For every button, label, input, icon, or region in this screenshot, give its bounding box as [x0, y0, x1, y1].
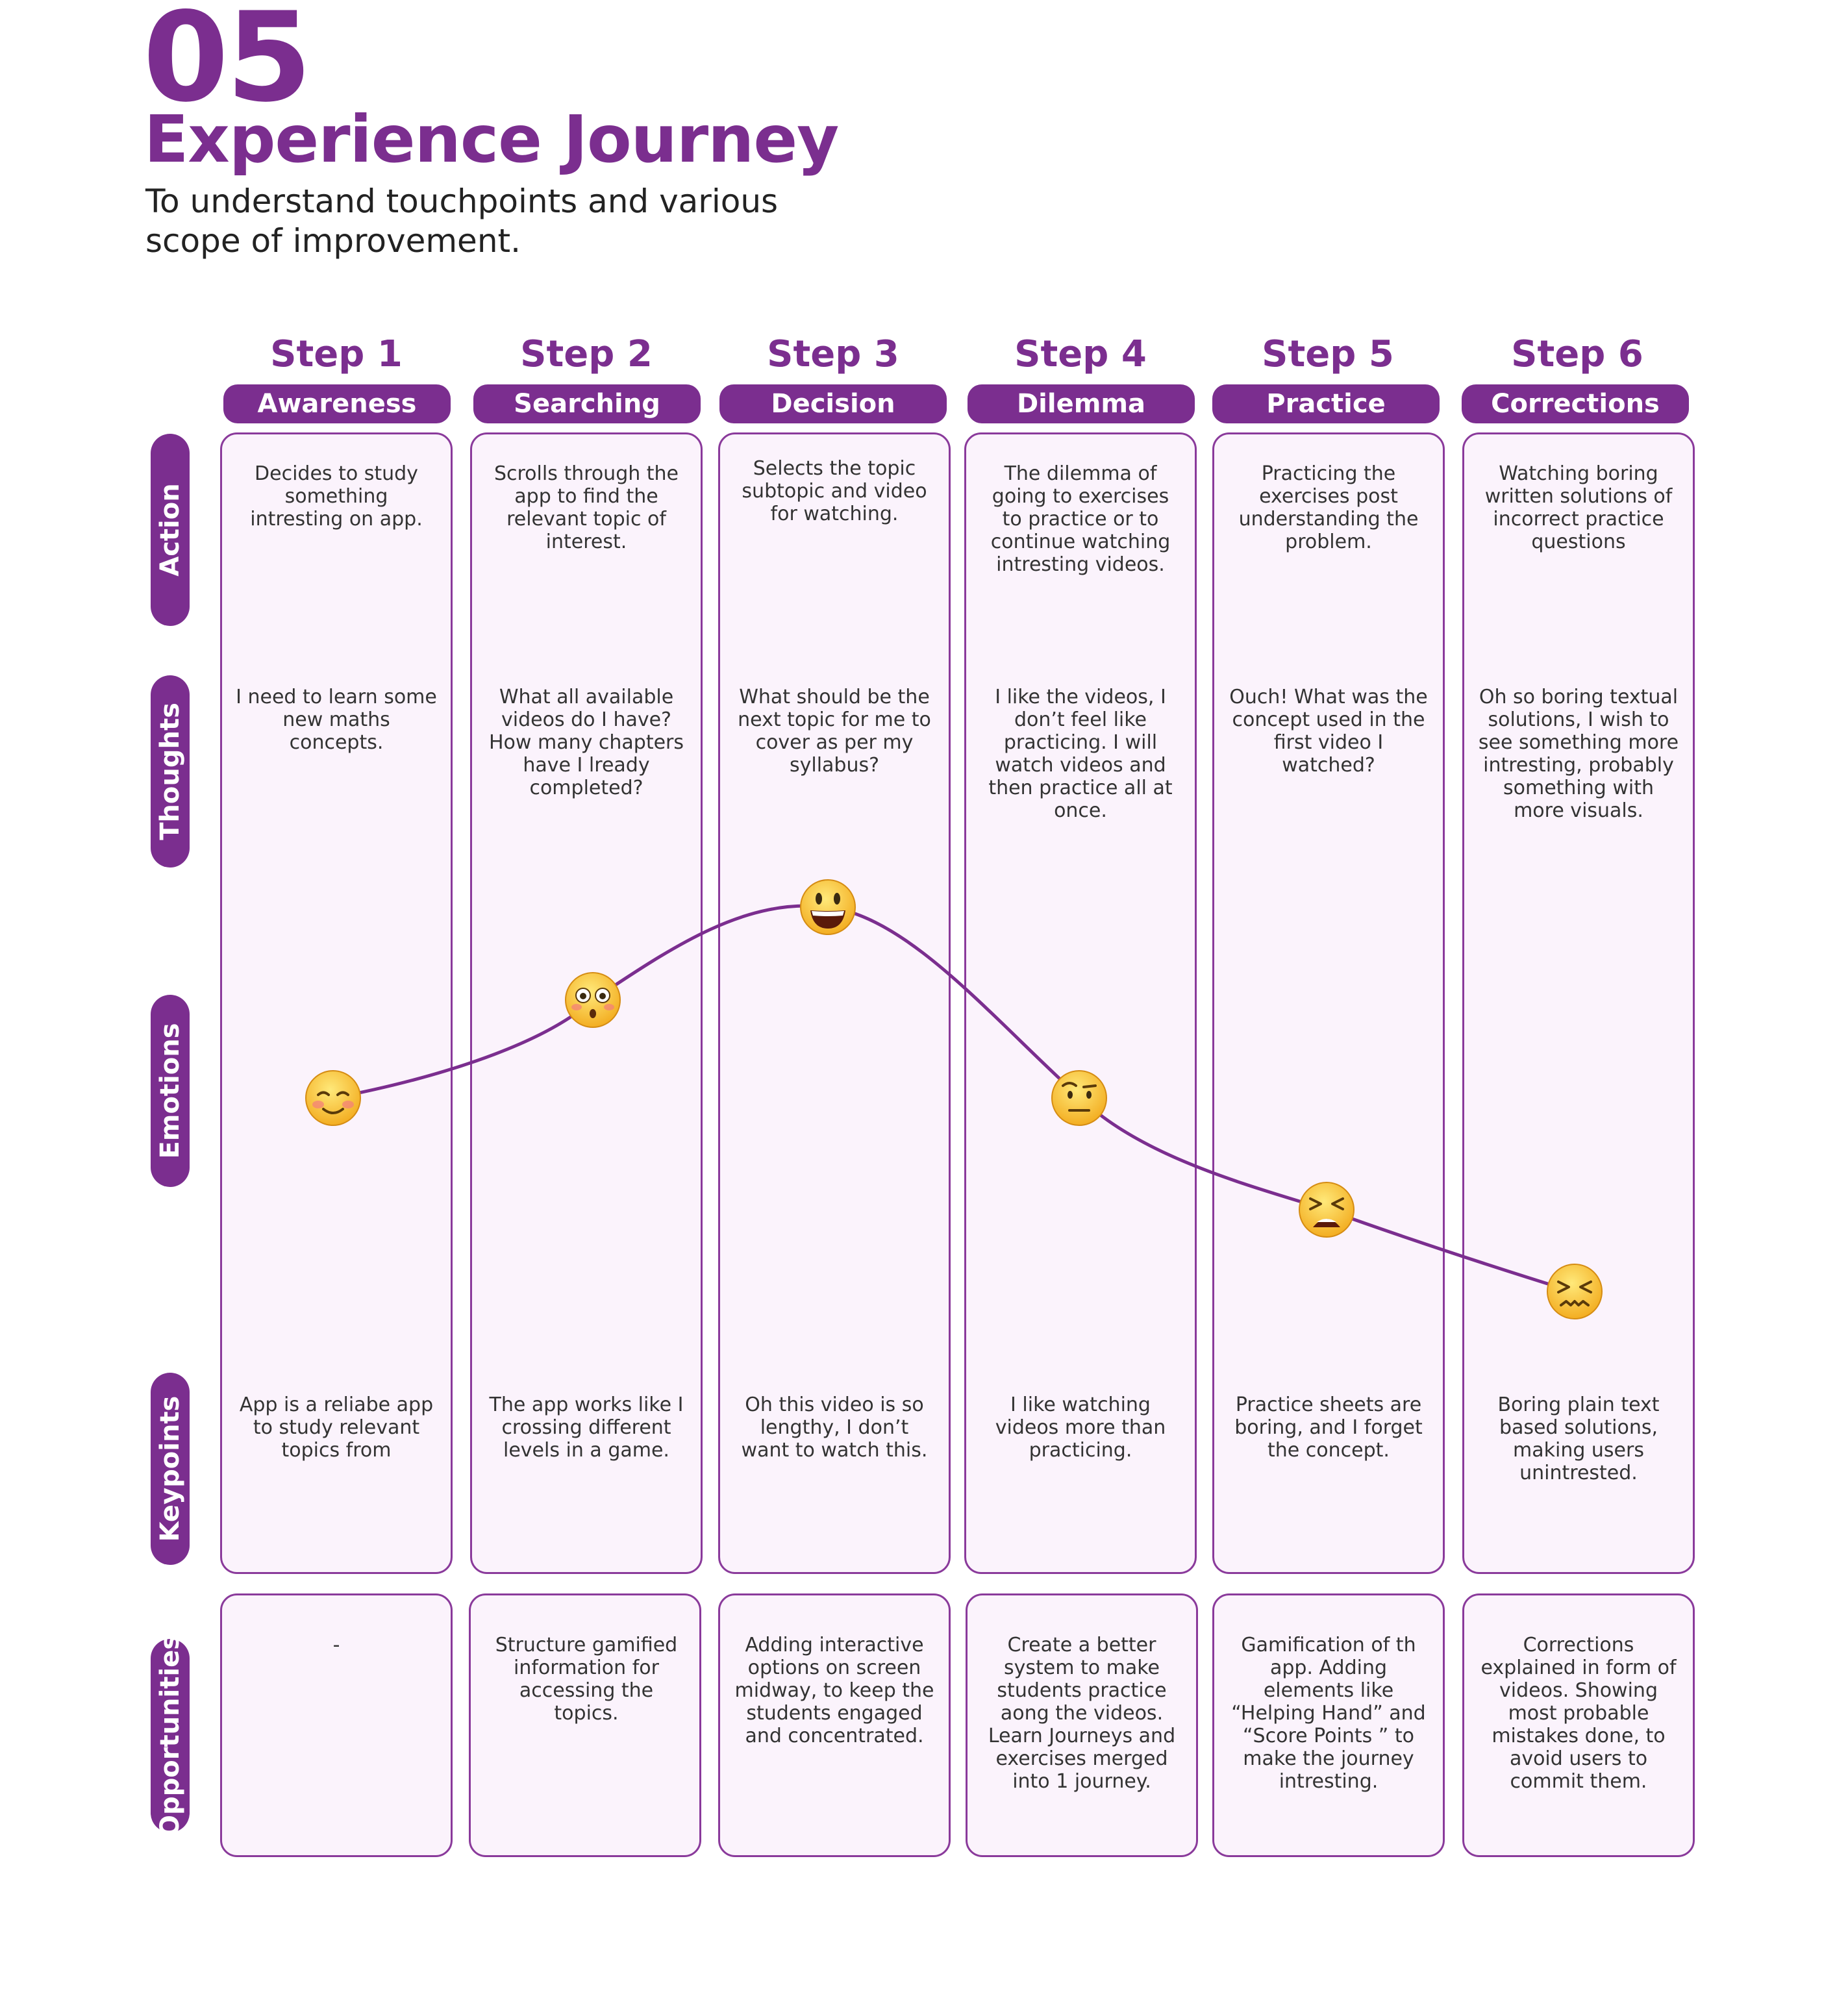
confounded-face-icon	[1547, 1264, 1603, 1319]
opportunity-panel	[220, 1593, 453, 1857]
page-subtitle: To understand touchpoints and various sc…	[145, 182, 779, 260]
action-text: Scrolls through the app to find the rele…	[493, 462, 679, 553]
stage-pill: Searching	[473, 384, 701, 423]
keypoint-text: I like watching videos more than practic…	[995, 1393, 1166, 1462]
keypoint-text: Oh this video is so lengthy, I don’t wan…	[741, 1393, 928, 1462]
stage-pill: Awareness	[223, 384, 451, 423]
opportunity-panel	[469, 1593, 701, 1857]
row-tag-action: Action	[151, 434, 190, 626]
row-tag-emotions: Emotions	[151, 995, 190, 1187]
action-text: The dilemma of going to exercises to pra…	[990, 462, 1171, 576]
row-tag-keypoints: Keypoints	[151, 1373, 190, 1565]
thought-text: I need to learn some new maths concepts.	[236, 686, 437, 754]
tired-face-icon	[1299, 1182, 1355, 1238]
main-panel	[1212, 432, 1445, 1574]
action-text: Decides to study something intresting on…	[250, 462, 423, 531]
main-panel	[220, 432, 453, 1574]
opportunity-text: Create a better system to make students …	[988, 1634, 1176, 1793]
page-title: Experience Journey	[144, 101, 839, 177]
keypoint-text: App is a reliabe app to study relevant t…	[239, 1393, 434, 1462]
step-title: Step 2	[520, 333, 653, 375]
main-panel	[964, 432, 1197, 1574]
thought-text: What should be the next topic for me to …	[738, 686, 931, 777]
opportunity-text: Corrections explained in form of videos.…	[1480, 1634, 1677, 1793]
stage-pill: Dilemma	[968, 384, 1195, 423]
step-title: Step 5	[1262, 333, 1394, 375]
thought-text: Ouch! What was the concept used in the f…	[1229, 686, 1428, 777]
keypoint-text: The app works like I crossing different …	[489, 1393, 684, 1462]
action-text: Watching boring written solutions of inc…	[1484, 462, 1673, 553]
opportunity-text: -	[332, 1634, 340, 1656]
opportunity-text: Gamification of th app. Adding elements …	[1231, 1634, 1426, 1793]
thought-text: What all available videos do I have? How…	[488, 686, 684, 799]
emotion-line	[332, 904, 1575, 1294]
step-title: Step 4	[1014, 333, 1147, 375]
opportunity-panel	[1462, 1593, 1695, 1857]
step-title: Step 1	[270, 333, 403, 375]
stage-pill: Corrections	[1462, 384, 1689, 423]
step-title: Step 6	[1511, 333, 1643, 375]
opportunity-panel	[718, 1593, 951, 1857]
step-title: Step 3	[767, 333, 899, 375]
opportunity-text: Structure gamified information for acces…	[495, 1634, 678, 1725]
raised-eyebrow-icon	[1051, 1070, 1107, 1126]
keypoint-text: Practice sheets are boring, and I forget…	[1234, 1393, 1423, 1462]
flushed-surprised-icon	[565, 972, 621, 1028]
section-number: 05	[143, 0, 312, 129]
thought-text: Oh so boring textual solutions, I wish t…	[1478, 686, 1679, 822]
main-panel	[718, 432, 951, 1574]
thought-text: I like the videos, I don’t feel like pra…	[988, 686, 1173, 822]
opportunity-panel	[966, 1593, 1198, 1857]
stage-pill: Decision	[719, 384, 947, 423]
opportunity-text: Adding interactive options on screen mid…	[734, 1634, 934, 1747]
row-tag-thoughts: Thoughts	[151, 675, 190, 868]
row-tag-opportunities: Opportunities	[151, 1634, 190, 1837]
smiling-blush-icon	[305, 1070, 361, 1126]
opportunity-panel	[1212, 1593, 1445, 1857]
action-text: Practicing the exercises post understand…	[1238, 462, 1419, 553]
stage-pill: Practice	[1212, 384, 1440, 423]
main-panel	[1462, 432, 1695, 1574]
action-text: Selects the topic subtopic and video for…	[742, 457, 927, 525]
grinning-icon	[800, 879, 856, 935]
keypoint-text: Boring plain text based solutions, makin…	[1497, 1393, 1660, 1484]
